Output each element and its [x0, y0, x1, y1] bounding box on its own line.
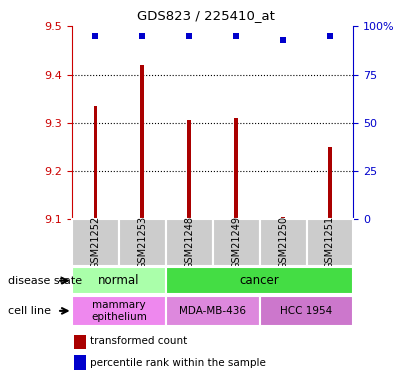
Point: [186, 33, 192, 39]
Bar: [72, 267, 166, 294]
Text: mammary
epithelium: mammary epithelium: [91, 300, 147, 322]
Text: GSM21251: GSM21251: [325, 216, 335, 269]
Bar: [94, 106, 97, 219]
Text: GSM21248: GSM21248: [184, 216, 194, 269]
Bar: [166, 219, 213, 266]
Text: transformed count: transformed count: [90, 336, 187, 346]
Bar: [234, 118, 238, 219]
Text: percentile rank within the sample: percentile rank within the sample: [90, 357, 266, 368]
Bar: [119, 219, 166, 266]
Point: [92, 33, 99, 39]
Bar: [281, 217, 285, 219]
Text: GDS823 / 225410_at: GDS823 / 225410_at: [136, 9, 275, 22]
Point: [280, 37, 286, 43]
Text: HCC 1954: HCC 1954: [280, 306, 332, 316]
Text: MDA-MB-436: MDA-MB-436: [179, 306, 246, 316]
Text: GSM21253: GSM21253: [137, 216, 147, 269]
Bar: [166, 267, 353, 294]
Point: [233, 33, 240, 39]
Bar: [74, 334, 86, 349]
Text: disease state: disease state: [8, 276, 82, 286]
Bar: [72, 296, 166, 326]
Bar: [74, 356, 86, 370]
Bar: [328, 147, 332, 219]
Point: [139, 33, 145, 39]
Bar: [166, 296, 260, 326]
Point: [327, 33, 333, 39]
Text: normal: normal: [98, 274, 140, 287]
Text: GSM21249: GSM21249: [231, 216, 241, 269]
Bar: [260, 296, 353, 326]
Text: GSM21250: GSM21250: [278, 216, 288, 269]
Bar: [187, 120, 191, 219]
Bar: [260, 219, 307, 266]
Bar: [72, 219, 119, 266]
Bar: [307, 219, 353, 266]
Bar: [141, 65, 144, 219]
Text: cancer: cancer: [240, 274, 279, 287]
Text: GSM21252: GSM21252: [90, 216, 100, 269]
Bar: [213, 219, 260, 266]
Text: cell line: cell line: [8, 306, 51, 316]
